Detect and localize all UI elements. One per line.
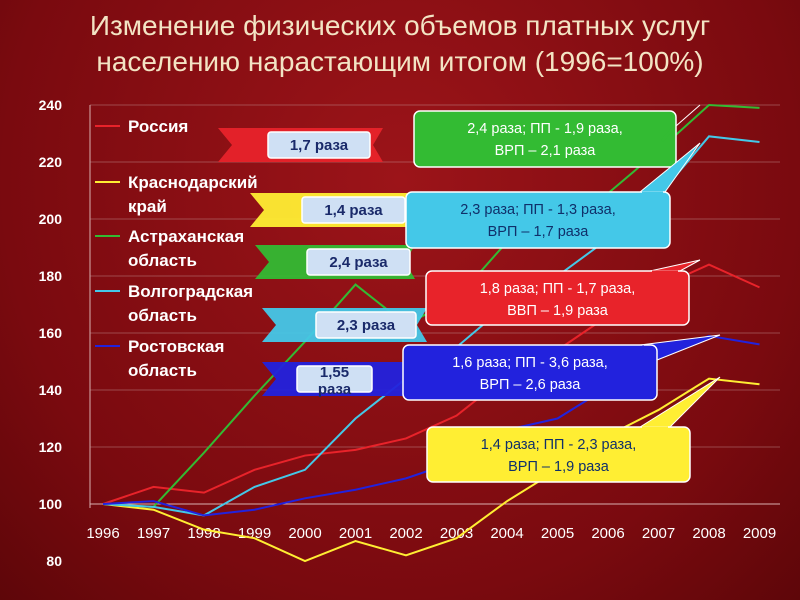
legend-label-rostov: область [128,361,197,380]
callout-box-astrakhan [413,110,677,168]
badge-box-russia [267,131,371,159]
callout-text-volgograd: 2,3 раза; ПП - 1,3 раза, [460,202,616,218]
callout-join-rostov [640,345,657,362]
x-tick-label: 2009 [743,525,776,542]
legend-label-krasnodar: Краснодарский [128,173,258,192]
legend-label-russia: Россия [128,117,188,136]
x-tick-label: 2008 [692,525,725,542]
badge-label-volgograd: 2,3 раза [337,317,396,334]
y-tick-label: 200 [39,211,63,227]
callout-text-rostov: ВРП – 2,6 раза [480,377,582,393]
callout-text-astrakhan: 2,4 раза; ПП - 1,9 раза, [467,121,623,137]
badge-label-krasnodar: 1,4 раза [324,202,383,219]
badge-label-russia: 1,7 раза [290,137,349,154]
y-tick-label: 220 [39,154,63,170]
callout-box-russia [425,270,690,326]
x-tick-label: 2005 [541,525,574,542]
callout-text-krasnodar: ВРП – 1,9 раза [508,459,610,475]
legend-label-astrakhan: Астраханская [128,227,244,246]
callout-text-russia: ВВП – 1,9 раза [507,303,609,319]
callout-box-krasnodar [426,426,691,483]
badge-label-rostov: 1,55 [320,364,349,381]
badge-box-volgograd [315,311,417,339]
y-tick-label: 240 [39,97,63,113]
series-line-krasnodar [102,377,760,563]
callout-text-rostov: 1,6 раза; ПП - 3,6 раза, [452,355,608,371]
y-tick-label: 180 [39,268,63,284]
y-tick-label: 80 [46,553,62,569]
callout-text-russia: 1,8 раза; ПП - 1,7 раза, [480,281,636,297]
badge-box-krasnodar [301,196,406,224]
badge-box-astrakhan [306,248,411,276]
legend-label-krasnodar: край [128,197,167,216]
x-tick-label: 2004 [490,525,523,542]
legend-label-astrakhan: область [128,251,197,270]
badge-label-rostov: раза [318,381,352,398]
callout-text-volgograd: ВРП – 1,7 раза [488,224,590,240]
x-tick-label: 1997 [137,525,170,542]
callout-box-volgograd [405,191,671,249]
y-tick-label: 140 [39,382,63,398]
callout-text-astrakhan: ВРП – 2,1 раза [495,143,597,159]
x-tick-label: 2001 [339,525,372,542]
x-tick-label: 2003 [440,525,473,542]
legend-label-volgograd: Волгоградская [128,282,253,301]
x-tick-label: 1999 [238,525,271,542]
x-tick-label: 2000 [288,525,321,542]
title-line-2: населению нарастающим итогом (1996=100%) [96,46,704,77]
callout-join-astrakhan [660,126,676,142]
x-tick-label: 1996 [86,525,119,542]
y-tick-label: 100 [39,496,63,512]
legend-label-volgograd: область [128,306,197,325]
x-tick-label: 2007 [642,525,675,542]
callout-pointer-russia [649,259,701,272]
x-tick-label: 2002 [389,525,422,542]
callout-text-krasnodar: 1,4 раза; ПП - 2,3 раза, [481,437,637,453]
badge-box-rostov [296,365,373,393]
legend-label-rostov: Ростовская [128,337,224,356]
y-tick-label: 160 [39,325,63,341]
x-tick-label: 2006 [591,525,624,542]
badge-label-astrakhan: 2,4 раза [329,254,388,271]
title-line-1: Изменение физических объемов платных усл… [89,10,711,41]
callout-box-rostov [402,344,658,401]
y-tick-label: 120 [39,439,63,455]
x-tick-label: 1998 [187,525,220,542]
slide-title: Изменение физических объемов платных усл… [0,8,800,80]
